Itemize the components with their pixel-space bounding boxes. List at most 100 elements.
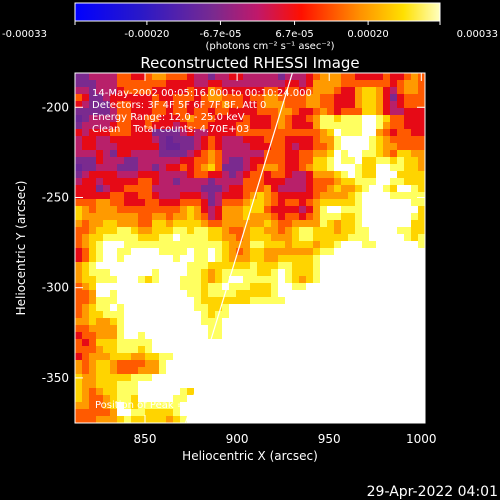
heatmap-cell [278, 94, 286, 102]
heatmap-cell [159, 367, 167, 375]
heatmap-cell [187, 367, 195, 375]
heatmap-cell [131, 171, 139, 179]
heatmap-cell [75, 143, 83, 151]
heatmap-cell [285, 192, 293, 200]
heatmap-cell [82, 129, 90, 137]
heatmap-cell [145, 129, 153, 137]
heatmap-cell [110, 318, 118, 326]
heatmap-cell [201, 304, 209, 312]
heatmap-cell [229, 402, 237, 410]
heatmap-cell [194, 171, 202, 179]
heatmap-cell [285, 318, 293, 326]
heatmap-cell [180, 402, 188, 410]
heatmap-cell [159, 311, 167, 319]
heatmap-cell [362, 206, 370, 214]
heatmap-cell [320, 269, 328, 277]
heatmap-cell [75, 395, 83, 403]
heatmap-cell [362, 255, 370, 263]
heatmap-cell [264, 73, 272, 81]
heatmap-cell [376, 283, 384, 291]
heatmap-cell [369, 283, 377, 291]
heatmap-cell [173, 367, 181, 375]
heatmap-cell [383, 297, 391, 305]
heatmap-cell [96, 241, 104, 249]
heatmap-cell [411, 269, 419, 277]
heatmap-cell [180, 269, 188, 277]
heatmap-cell [187, 416, 195, 423]
heatmap-cell [208, 199, 216, 207]
heatmap-cell [124, 101, 132, 109]
heatmap-cell [257, 262, 265, 270]
heatmap-cell [257, 220, 265, 228]
heatmap-cell [138, 178, 146, 186]
heatmap-cell [166, 367, 174, 375]
heatmap-cell [418, 234, 425, 242]
heatmap-cell [418, 276, 425, 284]
heatmap-cell [229, 136, 237, 144]
heatmap-cell [299, 409, 307, 417]
heatmap-cell [89, 213, 97, 221]
heatmap-cell [166, 381, 174, 389]
heatmap-cell [320, 164, 328, 172]
heatmap-cell [138, 416, 146, 423]
annotation-clean-counts: Clean Total counts: 4.70E+03 [92, 124, 249, 135]
heatmap-cell [103, 87, 111, 95]
heatmap-cell [404, 122, 412, 130]
heatmap-cell [292, 213, 300, 221]
heatmap-cell [138, 388, 146, 396]
heatmap-cell [264, 129, 272, 137]
heatmap-cell [411, 150, 419, 158]
heatmap-cell [404, 87, 412, 95]
heatmap-cell [222, 241, 230, 249]
heatmap-cell [82, 115, 90, 123]
heatmap-cell [369, 304, 377, 312]
heatmap-cell [159, 325, 167, 333]
heatmap-cell [138, 276, 146, 284]
heatmap-cell [355, 80, 363, 88]
heatmap-cell [299, 360, 307, 368]
heatmap-cell [75, 304, 83, 312]
heatmap-cell [236, 332, 244, 340]
heatmap-cell [348, 381, 356, 389]
heatmap-cell [404, 255, 412, 263]
heatmap-cell [173, 290, 181, 298]
heatmap-cell [376, 157, 384, 165]
heatmap-cell [159, 248, 167, 256]
heatmap-cell [145, 108, 153, 116]
heatmap-cell [369, 276, 377, 284]
heatmap-cell [194, 325, 202, 333]
heatmap-cell [208, 381, 216, 389]
heatmap-cell [376, 346, 384, 354]
heatmap-cell [75, 255, 83, 263]
heatmap-cell [131, 185, 139, 193]
heatmap-cell [229, 339, 237, 347]
y-tick-label: -250 [42, 190, 69, 204]
heatmap-cell [250, 402, 258, 410]
heatmap-cell [404, 360, 412, 368]
heatmap-cell [348, 185, 356, 193]
heatmap-cell [208, 353, 216, 361]
heatmap-cell [236, 73, 244, 81]
heatmap-cell [229, 325, 237, 333]
heatmap-cell [215, 255, 223, 263]
heatmap-cell [215, 346, 223, 354]
heatmap-cell [285, 332, 293, 340]
heatmap-cell [341, 262, 349, 270]
heatmap-cell [327, 136, 335, 144]
heatmap-cell [243, 290, 251, 298]
heatmap-cell [117, 94, 125, 102]
heatmap-cell [229, 199, 237, 207]
heatmap-cell [292, 409, 300, 417]
heatmap-cell [236, 87, 244, 95]
heatmap-cell [145, 318, 153, 326]
heatmap-cell [96, 73, 104, 81]
heatmap-cell [348, 311, 356, 319]
heatmap-cell [334, 80, 342, 88]
heatmap-cell [89, 262, 97, 270]
heatmap-cell [201, 164, 209, 172]
heatmap-cell [362, 325, 370, 333]
heatmap-cell [257, 374, 265, 382]
heatmap-cell [166, 171, 174, 179]
heatmap-cell [383, 367, 391, 375]
heatmap-cell [229, 297, 237, 305]
